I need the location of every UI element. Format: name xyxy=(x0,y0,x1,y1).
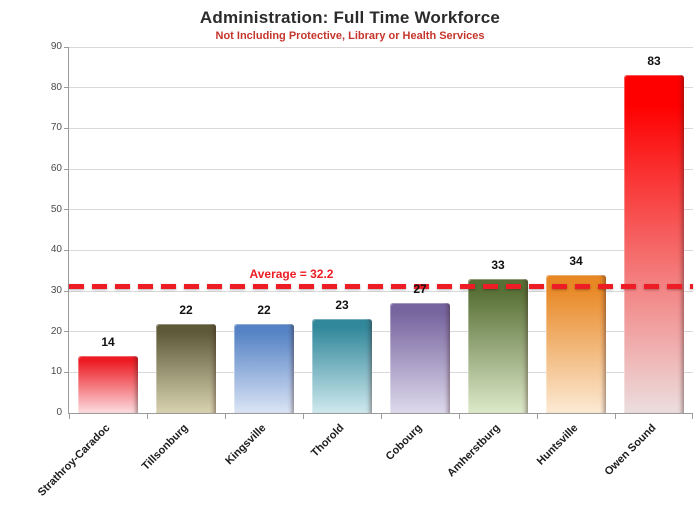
chart-header: Administration: Full Time Workforce Not … xyxy=(0,8,700,42)
y-axis-tick-label: 70 xyxy=(50,122,62,134)
bar-huntsville xyxy=(546,274,606,413)
gridline xyxy=(69,290,693,292)
gridline xyxy=(69,87,693,89)
bar-value-label: 33 xyxy=(491,257,505,272)
y-axis-tick-label: 60 xyxy=(50,163,62,174)
y-axis-tick-label: 10 xyxy=(50,366,62,378)
bar-value-label: 83 xyxy=(647,54,661,69)
bar-value-label: 34 xyxy=(569,253,583,268)
average-line xyxy=(69,284,693,290)
y-axis-tick xyxy=(64,371,69,373)
bar-thorold xyxy=(312,319,372,413)
y-axis-tick xyxy=(64,168,69,170)
bar-value-label: 23 xyxy=(335,298,349,313)
y-axis-tick-label: 20 xyxy=(50,325,62,337)
y-axis-tick xyxy=(64,290,69,292)
bar-value-label: 22 xyxy=(257,302,271,317)
x-axis-tick xyxy=(303,413,304,419)
bar-kingsville xyxy=(234,323,294,413)
y-axis-tick xyxy=(64,127,69,129)
average-label: Average = 32.2 xyxy=(249,266,334,281)
gridline xyxy=(69,249,693,251)
y-axis-tick-label: 90 xyxy=(50,41,62,52)
y-axis-tick xyxy=(64,87,69,89)
gridline xyxy=(69,127,693,129)
x-axis-tick xyxy=(69,413,70,419)
gridline xyxy=(69,168,693,170)
y-axis-tick xyxy=(64,331,69,333)
y-axis-tick xyxy=(64,249,69,251)
x-axis-tick xyxy=(225,413,226,419)
bar-cobourg xyxy=(390,303,450,413)
bar-amherstburg xyxy=(468,278,528,413)
y-axis-tick-label: 50 xyxy=(50,203,62,215)
y-axis-tick-label: 40 xyxy=(50,244,62,256)
gridline xyxy=(69,46,693,48)
bar-tillsonburg xyxy=(156,323,216,413)
chart-title: Administration: Full Time Workforce xyxy=(199,8,501,27)
chart-subtitle: Not Including Protective, Library or Hea… xyxy=(215,30,485,42)
y-axis-tick-label: 0 xyxy=(56,407,62,418)
bar-value-label: 14 xyxy=(101,335,115,350)
x-axis-tick xyxy=(147,413,148,419)
gridline xyxy=(69,331,693,333)
x-axis-tick xyxy=(537,413,538,419)
y-axis-tick-label: 80 xyxy=(50,81,62,93)
gridline xyxy=(69,371,693,373)
x-axis-category-label: Strathroy-Caradoc xyxy=(35,422,113,499)
x-axis-tick xyxy=(381,413,382,419)
x-axis-tick xyxy=(692,413,693,419)
bar-value-label: 27 xyxy=(413,282,427,297)
x-axis-tick xyxy=(459,413,460,419)
gridline xyxy=(69,209,693,211)
y-axis-tick xyxy=(64,46,69,48)
bar-value-label: 22 xyxy=(179,302,193,317)
y-axis-tick xyxy=(64,209,69,211)
plot-area: Average = 32.2 14 22 22 23 27 33 34 83 xyxy=(64,46,693,419)
bar-strathroy-caradoc xyxy=(78,356,138,413)
x-axis-tick xyxy=(615,413,616,419)
y-axis-tick-label: 30 xyxy=(50,285,62,296)
bar-owen-sound xyxy=(624,75,684,413)
